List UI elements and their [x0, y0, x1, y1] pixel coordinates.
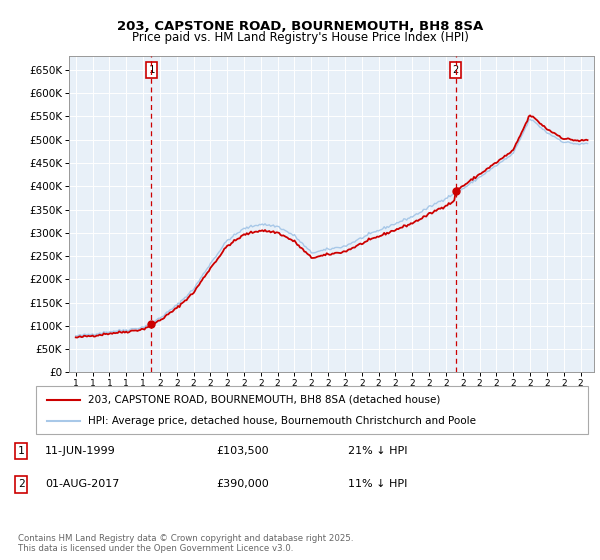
Text: 2: 2: [17, 479, 25, 489]
Text: 21% ↓ HPI: 21% ↓ HPI: [348, 446, 407, 456]
Text: Contains HM Land Registry data © Crown copyright and database right 2025.
This d: Contains HM Land Registry data © Crown c…: [18, 534, 353, 553]
Text: 11% ↓ HPI: 11% ↓ HPI: [348, 479, 407, 489]
Text: 01-AUG-2017: 01-AUG-2017: [45, 479, 119, 489]
Text: £390,000: £390,000: [216, 479, 269, 489]
Text: 203, CAPSTONE ROAD, BOURNEMOUTH, BH8 8SA: 203, CAPSTONE ROAD, BOURNEMOUTH, BH8 8SA: [117, 20, 483, 32]
Text: Price paid vs. HM Land Registry's House Price Index (HPI): Price paid vs. HM Land Registry's House …: [131, 31, 469, 44]
Text: 2: 2: [452, 65, 459, 75]
Text: 203, CAPSTONE ROAD, BOURNEMOUTH, BH8 8SA (detached house): 203, CAPSTONE ROAD, BOURNEMOUTH, BH8 8SA…: [88, 395, 441, 405]
Text: 11-JUN-1999: 11-JUN-1999: [45, 446, 116, 456]
Text: £103,500: £103,500: [216, 446, 269, 456]
FancyBboxPatch shape: [36, 386, 588, 434]
Text: HPI: Average price, detached house, Bournemouth Christchurch and Poole: HPI: Average price, detached house, Bour…: [88, 416, 476, 426]
Text: 1: 1: [17, 446, 25, 456]
Text: 1: 1: [148, 65, 155, 75]
